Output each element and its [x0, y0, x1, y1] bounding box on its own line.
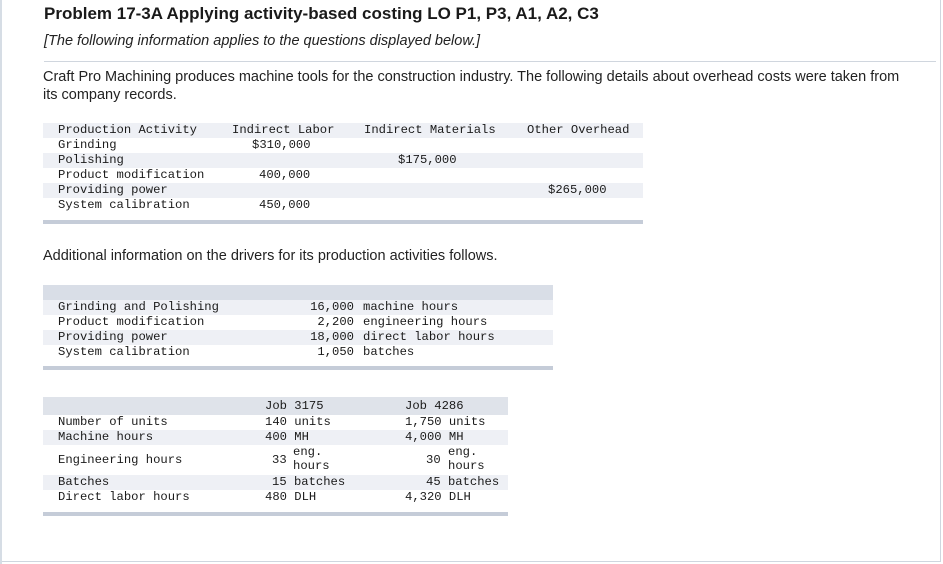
column-header: Job 4286: [405, 399, 464, 413]
job-4286-value: 1,750 units: [405, 415, 486, 429]
table-row: Machine hours 400 MH 4,000 MH: [43, 430, 508, 445]
job-4286-value: 4,000 MH: [405, 430, 464, 444]
row-label: Machine hours: [58, 430, 154, 444]
table-header-row: Job 3175 Job 4286: [43, 397, 508, 415]
job-3175-eng-unit2: hours: [293, 459, 330, 473]
job-3175-value: 400 MH: [265, 430, 309, 444]
job-3175-value: 15 batches: [272, 475, 346, 489]
job-4286-eng-number: 30: [426, 453, 441, 467]
activity-cell: System calibration: [58, 345, 190, 359]
problem-subtitle: [The following information applies to th…: [44, 33, 481, 49]
job-4286-value: 4,320 DLH: [405, 490, 471, 504]
driver-quantity: 1,050: [317, 345, 354, 359]
job-3175-value: 140 units: [265, 415, 331, 429]
indirect-labor-cell: 450,000: [259, 198, 311, 212]
indirect-materials-cell: $175,000: [398, 153, 457, 167]
activity-cell: Providing power: [58, 330, 168, 344]
column-header: Indirect Materials: [364, 123, 496, 137]
table-row: Engineering hours 33 eng. hours 30 eng. …: [43, 445, 508, 475]
driver-unit: direct labor hours: [363, 330, 495, 344]
table-header-row: Production Activity Indirect Labor Indir…: [43, 123, 643, 138]
row-label: Batches: [58, 475, 110, 489]
column-header: Other Overhead: [527, 123, 630, 137]
drivers-intro: Additional information on the drivers fo…: [43, 248, 498, 264]
job-4286-eng-unit: eng.: [448, 445, 478, 459]
table-row: Product modification 400,000: [43, 168, 643, 183]
column-header: Indirect Labor: [232, 123, 335, 137]
table-bottom-bar: [43, 512, 508, 516]
table-bottom-bar: [43, 220, 643, 224]
table-row: Providing power 18,000 direct labor hour…: [43, 330, 553, 345]
table-row: System calibration 1,050 batches: [43, 345, 553, 360]
driver-unit: engineering hours: [363, 315, 488, 329]
header-divider: [44, 61, 936, 62]
table-row: Batches 15 batches 45 batches: [43, 475, 508, 490]
activity-cell: Product modification: [58, 315, 205, 329]
table-row: Product modification 2,200 engineering h…: [43, 315, 553, 330]
other-overhead-cell: $265,000: [548, 183, 607, 197]
driver-unit: machine hours: [363, 300, 459, 314]
job-3175-eng-unit: eng.: [293, 445, 323, 459]
problem-title: Problem 17-3A Applying activity-based co…: [44, 4, 599, 23]
column-header: Job 3175: [265, 399, 324, 413]
table-row: Number of units 140 units 1,750 units: [43, 415, 508, 430]
driver-quantity: 2,200: [317, 315, 354, 329]
indirect-labor-cell: 400,000: [259, 168, 311, 182]
jobs-table: Job 3175 Job 4286 Number of units 140 un…: [43, 397, 508, 518]
driver-unit: batches: [363, 345, 415, 359]
activity-drivers-table: Grinding and Polishing 16,000 machine ho…: [43, 285, 553, 373]
row-label: Direct labor hours: [58, 490, 190, 504]
activity-cell: Grinding and Polishing: [58, 300, 219, 314]
table-row: Grinding $310,000: [43, 138, 643, 153]
table-row: Providing power $265,000: [43, 183, 643, 198]
job-3175-value: 480 DLH: [265, 490, 317, 504]
left-border: [0, 0, 2, 564]
row-label: Number of units: [58, 415, 168, 429]
row-label: Engineering hours: [58, 453, 183, 467]
activity-cell: Product modification: [58, 168, 205, 182]
activity-cell: System calibration: [58, 198, 190, 212]
table-top-bar: [43, 285, 553, 300]
overhead-cost-table: Production Activity Indirect Labor Indir…: [43, 123, 643, 226]
activity-cell: Providing power: [58, 183, 168, 197]
indirect-labor-cell: $310,000: [252, 138, 311, 152]
table-bottom-bar: [43, 366, 553, 370]
intro-paragraph: Craft Pro Machining produces machine too…: [43, 69, 900, 103]
activity-cell: Polishing: [58, 153, 124, 167]
table-row: Grinding and Polishing 16,000 machine ho…: [43, 300, 553, 315]
job-4286-value: 45 batches: [426, 475, 500, 489]
column-header: Production Activity: [58, 123, 197, 137]
job-4286-eng-unit2: hours: [448, 459, 485, 473]
driver-quantity: 16,000: [310, 300, 354, 314]
table-row: Direct labor hours 480 DLH 4,320 DLH: [43, 490, 508, 505]
table-row: System calibration 450,000: [43, 198, 643, 213]
driver-quantity: 18,000: [310, 330, 354, 344]
table-row: Polishing $175,000: [43, 153, 643, 168]
activity-cell: Grinding: [58, 138, 117, 152]
job-3175-eng-number: 33: [272, 453, 287, 467]
